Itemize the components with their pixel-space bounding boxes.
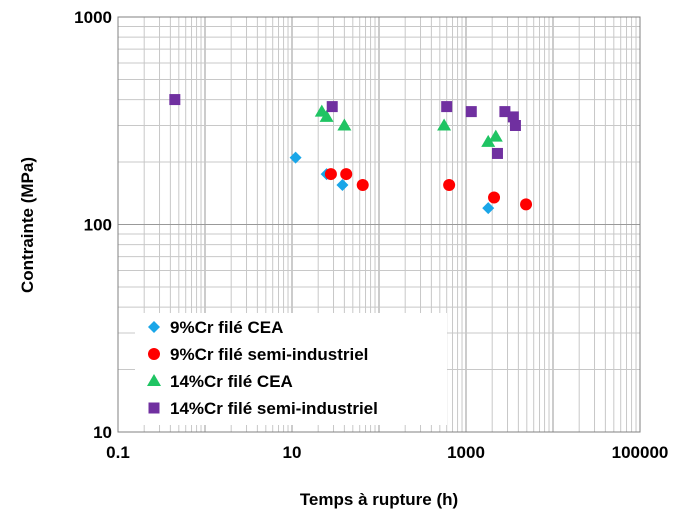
data-point <box>437 118 452 131</box>
data-point <box>337 118 352 131</box>
legend-marker <box>148 321 160 333</box>
data-point <box>289 151 302 164</box>
legend-marker <box>148 402 160 414</box>
x-tick-label: 10 <box>283 443 302 462</box>
data-point <box>488 129 503 142</box>
x-tick-label: 0.1 <box>106 443 130 462</box>
y-tick-label: 100 <box>84 216 112 235</box>
data-point <box>509 119 521 131</box>
data-point <box>441 101 453 113</box>
y-axis-title: Contrainte (MPa) <box>18 157 37 293</box>
legend-marker <box>147 374 161 386</box>
legend-label: 14%Cr filé CEA <box>170 372 293 391</box>
legend-entries: 9%Cr filé CEA 9%Cr filé semi-industriel 14… <box>147 318 378 418</box>
data-point <box>324 168 337 181</box>
data-point <box>465 106 477 118</box>
data-point <box>326 101 338 113</box>
data-point <box>482 202 495 215</box>
data-point <box>340 168 353 181</box>
data-point <box>169 94 181 106</box>
data-point <box>481 134 496 147</box>
data-point <box>491 147 503 159</box>
data-point <box>499 106 511 118</box>
data-point <box>443 179 456 192</box>
legend-label: 9%Cr filé semi-industriel <box>170 345 368 364</box>
data-point <box>507 111 519 123</box>
legend-marker <box>148 348 160 360</box>
data-point <box>336 179 349 192</box>
data-point <box>356 179 369 192</box>
y-tick-label: 10 <box>93 423 112 442</box>
data-points <box>169 94 533 215</box>
x-tick-label: 1000 <box>447 443 485 462</box>
data-point <box>488 191 501 204</box>
legend-label: 14%Cr filé semi-industriel <box>170 399 378 418</box>
data-point <box>520 198 533 211</box>
legend-label: 9%Cr filé CEA <box>170 318 283 337</box>
legend <box>135 313 447 425</box>
x-tick-label: 100000 <box>612 443 669 462</box>
plot-frame <box>117 16 641 433</box>
data-point <box>319 109 334 122</box>
y-tick-label: 1000 <box>74 8 112 27</box>
x-axis-title: Temps à rupture (h) <box>300 490 458 509</box>
